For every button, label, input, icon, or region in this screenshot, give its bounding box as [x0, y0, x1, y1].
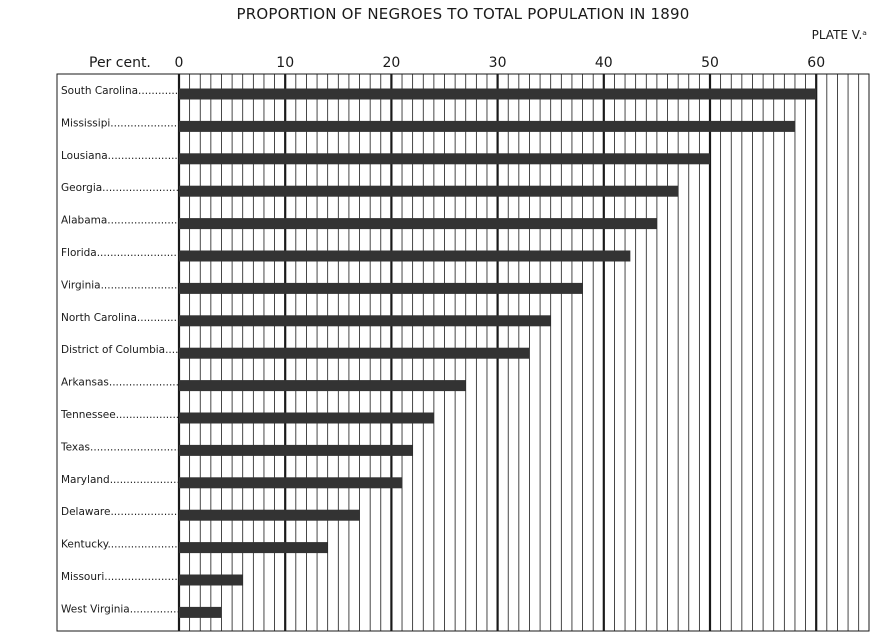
- bar: [179, 218, 657, 230]
- bar: [179, 88, 817, 100]
- row-label: Tennessee......................: [60, 409, 189, 421]
- row-label: North Carolina.............: [61, 312, 180, 324]
- bar: [179, 542, 328, 554]
- tick-label: 10: [276, 55, 294, 71]
- row-label: Mississipi.......................: [61, 117, 187, 129]
- bar: [179, 347, 530, 359]
- tick-label: 40: [595, 55, 613, 71]
- plot-frame: [56, 73, 870, 632]
- bar: [179, 250, 631, 262]
- tick-label: 50: [701, 55, 719, 71]
- tick-label: 20: [382, 55, 400, 71]
- bar: [179, 606, 222, 618]
- bar: [179, 153, 710, 165]
- row-label: West Virginia...................: [61, 603, 193, 615]
- row-label: Arkansas.........................: [61, 377, 192, 389]
- tick-label: 30: [489, 55, 507, 71]
- bar: [179, 444, 413, 456]
- row-label: Missouri...........................: [61, 571, 194, 583]
- bar: [179, 185, 679, 197]
- row-label: District of Columbia....: [61, 344, 178, 356]
- chart-title: PROPORTION OF NEGROES TO TOTAL POPULATIO…: [236, 5, 690, 23]
- bar: [179, 282, 583, 294]
- row-label: Delaware.........................: [61, 506, 194, 518]
- bar: [179, 380, 466, 392]
- row-label: Maryland.........................: [61, 474, 193, 486]
- bar: [179, 477, 403, 489]
- row-label: Kentucky.........................: [61, 539, 191, 551]
- plate-label: PLATE V.ᵃ: [811, 28, 867, 42]
- axis-unit-label: Per cent.: [89, 55, 151, 71]
- bar: [179, 509, 360, 521]
- tick-label: 0: [175, 55, 184, 71]
- row-label: Lousiana.......................: [61, 150, 184, 162]
- row-label: Alabama..........................: [61, 215, 194, 227]
- bar: [179, 315, 551, 327]
- bar: [179, 412, 434, 424]
- row-label: Virginia............................: [61, 279, 194, 291]
- row-label: Florida.............................: [61, 247, 194, 259]
- tick-label: 60: [807, 55, 825, 71]
- row-label: South Carolina............: [61, 85, 178, 97]
- bar: [179, 574, 243, 586]
- row-label: Georgia...........................: [61, 182, 192, 194]
- bar: [179, 120, 795, 132]
- row-label: Texas...............................: [60, 441, 194, 453]
